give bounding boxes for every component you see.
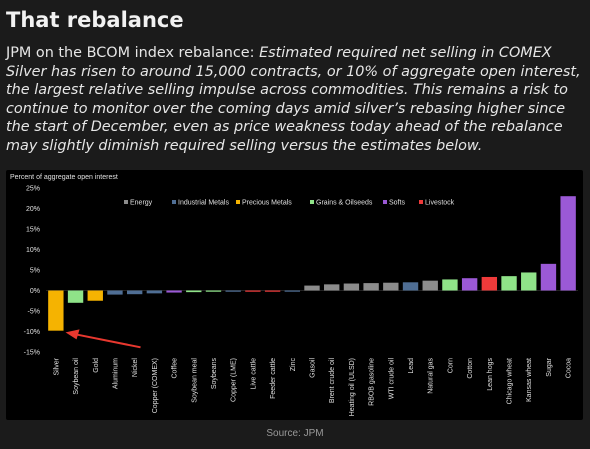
y-tick-label: 0% — [30, 288, 40, 295]
body-paragraph: JPM on the BCOM index rebalance: Estimat… — [6, 44, 586, 156]
x-tick-label: Live cattle — [250, 358, 257, 390]
bar-3 — [107, 290, 123, 295]
legend-entry: Energy — [130, 200, 153, 207]
x-tick-label: Cocoa — [566, 358, 573, 378]
x-tick-label: Lean hogs — [487, 358, 494, 391]
legend-entry: Precious Metals — [242, 200, 292, 207]
y-tick-label: 5% — [30, 268, 40, 275]
y-tick-label: 10% — [26, 247, 40, 254]
bar-15 — [343, 283, 360, 291]
x-tick-label: Nickel — [132, 358, 139, 378]
x-tick-label: Copper (LME) — [231, 358, 238, 402]
bar-5 — [146, 290, 163, 294]
x-tick-label: Soybean oil — [73, 358, 80, 395]
x-tick-label: WTI crude oil — [388, 358, 395, 400]
x-tick-label: Aluminum — [112, 358, 119, 389]
bar-4 — [126, 290, 143, 295]
page-title: That rebalance — [6, 8, 184, 32]
bar-11 — [264, 290, 281, 292]
annotation-arrow-head — [65, 329, 80, 340]
legend-swatch — [124, 200, 128, 204]
quote-text: Estimated required net selling in COMEX … — [6, 45, 581, 154]
bar-10 — [245, 290, 261, 292]
legend-entry: Grains & Oilseeds — [316, 200, 373, 207]
bar-2 — [87, 290, 103, 301]
x-tick-label: Gold — [93, 358, 100, 373]
bar-16 — [363, 283, 379, 291]
y-tick-label: -10% — [24, 329, 40, 336]
x-tick-label: Chicago wheat — [507, 358, 514, 404]
x-tick-label: RBOB gasoline — [369, 358, 376, 406]
x-tick-label: Heating oil (ULSD) — [349, 358, 356, 416]
bar-17 — [383, 282, 399, 291]
bar-1 — [67, 290, 84, 303]
bar-19 — [422, 280, 438, 291]
bar-0 — [48, 290, 64, 331]
source-caption: Source: JPM — [266, 428, 324, 439]
legend-swatch — [419, 200, 423, 204]
x-tick-label: Gasoil — [310, 358, 317, 378]
y-tick-label: -5% — [28, 309, 40, 316]
y-tick-label: 15% — [26, 227, 40, 234]
bar-chart: Percent of aggregate open interest 25% 20%… — [10, 174, 578, 416]
x-tick-label: Natural gas — [428, 358, 435, 394]
x-tick-label: Soybeans — [211, 358, 218, 390]
bar-6 — [166, 290, 182, 293]
bar-12 — [284, 290, 300, 292]
x-tick-label: Feeder cattle — [270, 358, 277, 399]
bar-8 — [205, 290, 222, 292]
legend-entry: Livestock — [425, 200, 455, 207]
chart-panel: Percent of aggregate open interest 25% 20%… — [6, 170, 583, 420]
legend-entry: Industrial Metals — [178, 200, 229, 207]
y-tick-label: 25% — [26, 186, 40, 193]
y-tick-label: -15% — [24, 350, 40, 357]
bar-18 — [402, 282, 419, 291]
x-tick-label: Silver — [53, 357, 60, 375]
legend-swatch — [383, 200, 387, 204]
x-tick-label: Brent crude oil — [329, 358, 336, 404]
x-tick-label: Sugar — [546, 357, 553, 376]
x-tick-label: Zinc — [290, 358, 297, 372]
x-tick-label: Lead — [408, 358, 415, 374]
bar-25 — [540, 263, 557, 291]
bar-24 — [521, 272, 537, 291]
bar-13 — [304, 285, 320, 291]
bar-14 — [324, 284, 340, 291]
intro-text: JPM on the BCOM index rebalance: — [6, 45, 260, 61]
legend-swatch — [310, 200, 314, 204]
bar-20 — [442, 279, 458, 291]
x-tick-label: Cotton — [467, 358, 474, 379]
x-tick-label: Soybean meal — [191, 358, 198, 403]
x-tick-label: Kansas wheat — [526, 358, 533, 402]
legend-swatch — [172, 200, 176, 204]
bar-7 — [186, 290, 202, 293]
annotation-arrow-line — [75, 333, 141, 349]
y-axis-label: Percent of aggregate open interest — [10, 174, 118, 181]
bar-21 — [461, 278, 478, 291]
y-tick-label: 20% — [26, 206, 40, 213]
x-tick-label: Copper (COMEX) — [152, 358, 159, 413]
bar-22 — [481, 276, 498, 291]
x-tick-label: Corn — [447, 358, 454, 373]
x-tick-label: Coffee — [172, 358, 179, 379]
legend-entry: Softs — [389, 200, 405, 207]
bar-23 — [501, 276, 517, 291]
bar-9 — [225, 290, 241, 292]
bar-26 — [560, 196, 576, 291]
legend-swatch — [236, 200, 240, 204]
